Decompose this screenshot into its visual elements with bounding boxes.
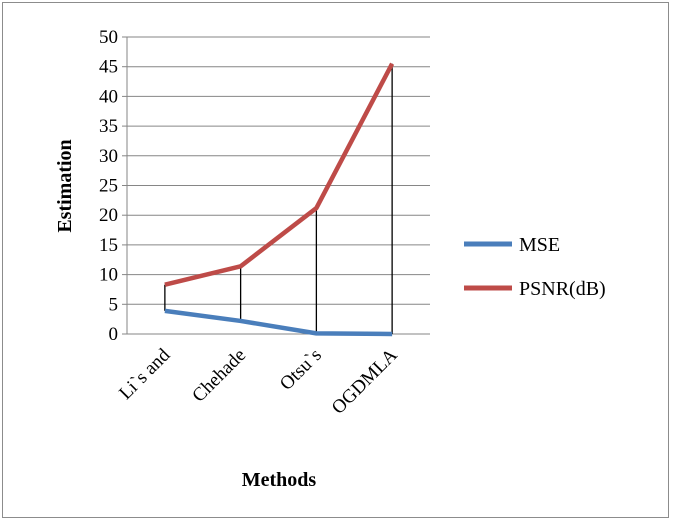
drop-lines <box>164 63 393 334</box>
y-tick-label: 45 <box>99 57 118 78</box>
y-tick-label: 50 <box>99 27 118 48</box>
series-line-psnr-db <box>164 62 395 287</box>
y-tick-label: 35 <box>99 116 118 137</box>
y-tick-label: 40 <box>99 86 118 107</box>
x-tick-label: Li`s and <box>115 344 175 404</box>
y-tick-label: 20 <box>99 205 118 226</box>
x-tick-label: Chehade <box>188 345 250 407</box>
legend: MSE PSNR(dB) <box>464 234 606 300</box>
x-tick-label: OGDMLA <box>328 344 402 418</box>
chart-frame <box>2 2 669 518</box>
y-tick-label: 25 <box>99 176 118 197</box>
series-lines <box>164 62 395 337</box>
legend-label-psnr: PSNR(dB) <box>519 278 606 300</box>
y-tick-label: 10 <box>99 265 118 286</box>
legend-label-mse: MSE <box>519 234 560 256</box>
series-line-mse <box>164 308 393 337</box>
y-tick-label: 5 <box>109 294 119 315</box>
x-tick-label: Otsu`s <box>276 345 326 395</box>
x-axis-title: Methods <box>242 469 317 491</box>
y-tick-label: 15 <box>99 235 118 256</box>
y-tick-label: 0 <box>109 324 119 345</box>
y-axis-title: Estimation <box>54 139 76 232</box>
x-tick-labels: Li`s and Chehade Otsu`s OGDMLA <box>115 344 402 418</box>
y-tick-labels: 0 5 10 15 20 25 30 35 40 45 50 <box>99 27 118 345</box>
y-tick-label: 30 <box>99 146 118 167</box>
